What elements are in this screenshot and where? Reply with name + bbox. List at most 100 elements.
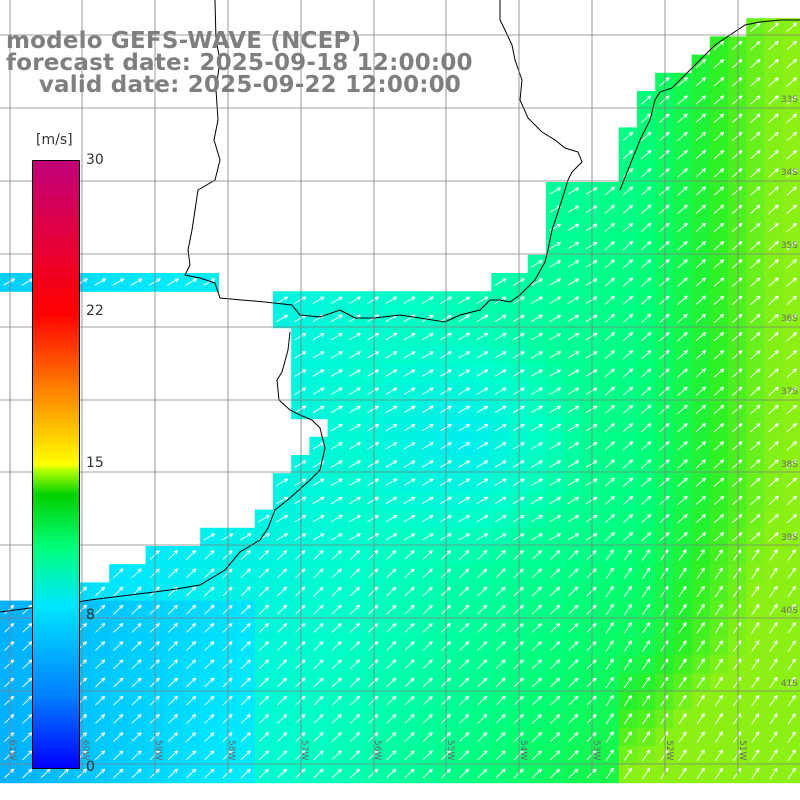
- wind-arrow: [495, 750, 506, 761]
- wind-arrow: [695, 113, 707, 123]
- wind-arrow: [731, 131, 743, 142]
- wind-arrow: [731, 422, 743, 433]
- wind-arrow: [258, 514, 270, 523]
- wind-arrow: [531, 659, 543, 670]
- wind-arrow: [642, 549, 651, 561]
- wind-arrow: [4, 713, 15, 724]
- wind-arrow: [459, 586, 470, 597]
- wind-arrow: [640, 313, 652, 324]
- wind-arrow: [186, 713, 197, 724]
- wind-arrow: [458, 332, 471, 341]
- wind-speed-cell: [546, 345, 565, 365]
- longitude-label: 52W: [664, 740, 674, 761]
- wind-arrow: [750, 22, 761, 32]
- wind-arrow: [659, 368, 670, 378]
- wind-arrow: [695, 95, 707, 105]
- wind-arrow: [167, 604, 179, 615]
- latitude-label: 36S: [780, 314, 798, 324]
- wind-speed-cell: [564, 182, 583, 201]
- wind-arrow: [640, 186, 652, 196]
- wind-arrow: [404, 604, 415, 615]
- wind-arrow: [386, 641, 397, 651]
- wind-arrow: [586, 768, 597, 779]
- wind-arrow: [567, 314, 580, 323]
- wind-arrow: [786, 168, 798, 178]
- wind-arrow: [531, 695, 543, 706]
- wind-arrow: [113, 622, 124, 633]
- wind-speed-cell: [527, 455, 547, 474]
- wind-speed-cell: [364, 400, 383, 420]
- wind-speed-cell: [473, 382, 492, 401]
- wind-arrow: [695, 168, 707, 178]
- wind-arrow: [787, 549, 796, 561]
- wind-speed-cell: [364, 382, 383, 401]
- wind-speed-cell: [163, 273, 183, 292]
- wind-arrow: [549, 369, 562, 377]
- wind-arrow: [549, 260, 562, 268]
- latitude-label: 33S: [780, 95, 798, 105]
- wind-arrow: [294, 332, 307, 341]
- wind-arrow: [714, 549, 724, 561]
- wind-arrow: [531, 496, 543, 505]
- wind-arrow: [494, 278, 507, 286]
- wind-arrow: [294, 405, 307, 414]
- wind-arrow: [458, 442, 471, 450]
- wind-arrow: [204, 568, 215, 579]
- wind-arrow: [549, 296, 562, 304]
- wind-arrow: [4, 677, 15, 688]
- wind-arrow: [167, 659, 179, 670]
- wind-arrow: [604, 240, 616, 251]
- colorbar-unit: [m/s]: [34, 132, 75, 148]
- wind-arrow: [585, 314, 598, 323]
- wind-arrow: [458, 478, 471, 486]
- wind-speed-cell: [364, 291, 383, 310]
- wind-speed-cell: [400, 327, 420, 347]
- wind-arrow: [622, 368, 634, 378]
- wind-arrow: [367, 460, 380, 468]
- wind-arrow: [549, 314, 562, 323]
- wind-arrow: [567, 187, 580, 195]
- wind-arrow: [203, 533, 216, 541]
- wind-arrow: [367, 369, 380, 377]
- wind-arrow: [277, 732, 288, 742]
- wind-arrow: [622, 259, 634, 269]
- wind-arrow: [113, 768, 124, 779]
- wind-arrow: [549, 514, 562, 523]
- wind-arrow: [623, 694, 633, 707]
- wind-arrow: [586, 732, 597, 742]
- wind-arrow: [677, 459, 688, 469]
- wind-arrow: [568, 768, 579, 779]
- wind-arrow: [623, 603, 633, 616]
- wind-arrow: [313, 695, 324, 706]
- wind-arrow: [695, 186, 707, 196]
- wind-arrow: [768, 22, 779, 32]
- wind-arrow: [531, 405, 543, 414]
- wind-arrow: [368, 641, 379, 651]
- wind-speed-cell: [345, 309, 365, 329]
- wind-speed-cell: [455, 345, 474, 365]
- wind-arrow: [786, 368, 798, 378]
- wind-arrow: [131, 677, 142, 688]
- wind-arrow: [331, 768, 342, 779]
- wind-arrow: [404, 732, 415, 742]
- wind-arrow: [731, 95, 743, 105]
- wind-arrow: [585, 205, 598, 213]
- wind-arrow: [477, 568, 488, 579]
- wind-arrow: [477, 713, 488, 724]
- wind-arrow: [696, 567, 705, 579]
- wind-arrow: [22, 677, 33, 688]
- wind-arrow: [531, 423, 543, 432]
- wind-speed-cell: [364, 345, 383, 365]
- wind-arrow: [367, 351, 380, 359]
- wind-arrow: [368, 713, 379, 724]
- wind-arrow: [622, 350, 634, 360]
- wind-arrow: [640, 477, 652, 487]
- wind-arrow: [750, 477, 761, 487]
- wind-arrow: [349, 533, 361, 541]
- wind-arrow: [294, 478, 307, 486]
- wind-speed-cell: [564, 218, 583, 238]
- wind-speed-cell: [327, 436, 347, 456]
- wind-arrow: [549, 496, 562, 505]
- wind-arrow: [731, 386, 743, 396]
- wind-arrow: [186, 659, 197, 670]
